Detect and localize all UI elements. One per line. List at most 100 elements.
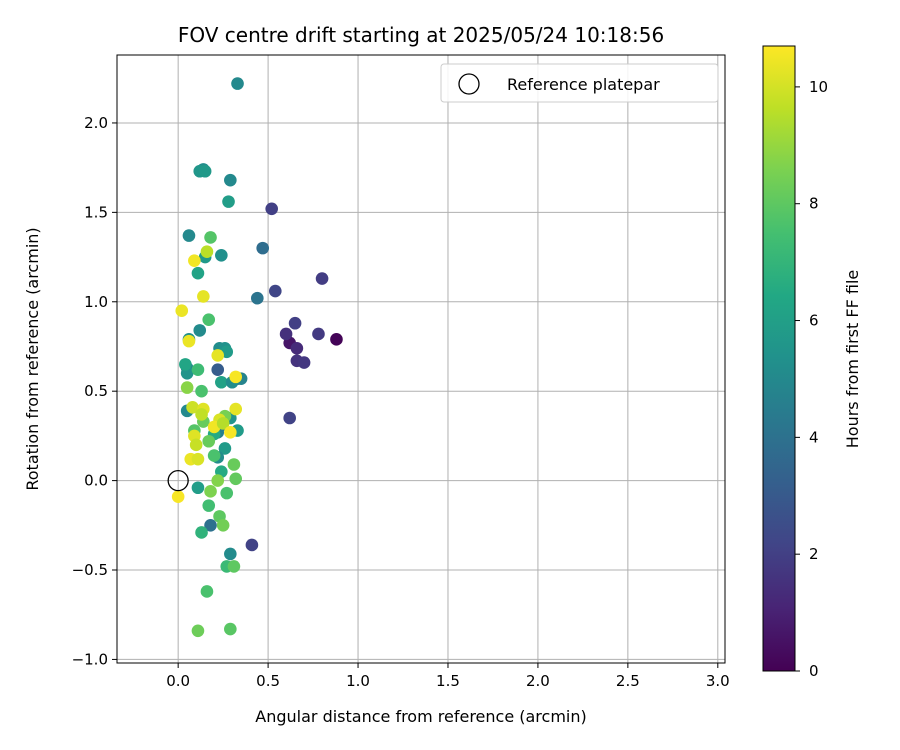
data-point <box>191 363 205 377</box>
data-point <box>182 334 196 348</box>
data-point <box>315 272 329 285</box>
data-point <box>229 472 243 486</box>
data-point <box>229 370 243 384</box>
data-point <box>224 173 237 187</box>
data-point <box>224 547 237 561</box>
legend-entry-reference-platepar: Reference platepar <box>507 75 660 94</box>
data-point <box>191 452 205 466</box>
data-point <box>290 341 304 355</box>
x-axis-ticks: 0.0 0.5 1.0 1.5 2.0 2.5 3.0 <box>166 663 730 690</box>
data-point <box>245 538 259 552</box>
colorbar-ticks: 0 2 4 6 8 10 <box>795 78 828 680</box>
data-point <box>216 417 230 430</box>
x-tick-label: 0.5 <box>256 672 280 690</box>
data-point <box>200 585 214 598</box>
data-point <box>204 231 217 244</box>
data-point <box>175 304 189 318</box>
y-tick-label: −1.0 <box>72 650 108 668</box>
data-point <box>211 363 225 377</box>
data-point <box>265 202 278 216</box>
data-point <box>202 499 216 512</box>
chart-title: FOV centre drift starting at 2025/05/24 … <box>178 23 664 47</box>
data-point <box>227 458 241 471</box>
data-point <box>215 248 228 262</box>
data-point <box>279 327 293 341</box>
data-point <box>256 241 270 255</box>
x-tick-label: 3.0 <box>706 672 730 690</box>
data-point <box>251 291 264 305</box>
data-point <box>312 327 325 341</box>
y-tick-label: 0.0 <box>84 472 108 490</box>
data-point <box>224 622 237 636</box>
data-point <box>288 316 302 330</box>
x-tick-label: 1.5 <box>436 672 460 690</box>
data-point <box>231 77 244 90</box>
colorbar-gradient <box>762 45 796 672</box>
grid-lines <box>117 55 725 663</box>
data-point <box>215 375 228 389</box>
data-point <box>224 426 237 439</box>
colorbar-tick-label: 0 <box>809 662 819 680</box>
x-tick-label: 0.0 <box>166 672 190 690</box>
y-tick-label: 2.0 <box>84 114 108 132</box>
colorbar-tick-label: 6 <box>809 312 819 330</box>
x-tick-label: 2.5 <box>616 672 640 690</box>
colorbar-label: Hours from first FF file <box>843 270 862 449</box>
data-point <box>227 560 241 573</box>
data-point <box>171 490 185 503</box>
data-point <box>182 229 196 242</box>
colorbar-tick-label: 8 <box>809 195 819 213</box>
data-point <box>202 434 216 448</box>
y-axis-ticks: −1.0 −0.5 0.0 0.5 1.0 1.5 2.0 <box>72 114 117 668</box>
plot-frame <box>116 54 726 664</box>
data-point <box>195 526 208 539</box>
data-point <box>198 164 212 178</box>
data-point <box>330 333 343 346</box>
data-point <box>229 402 243 416</box>
y-axis-label: Rotation from reference (arcmin) <box>23 227 42 490</box>
colorbar-tick-label: 4 <box>809 428 819 446</box>
y-tick-label: 0.5 <box>84 382 108 400</box>
data-point <box>202 313 216 326</box>
data-point <box>297 356 311 369</box>
legend: Reference platepar <box>440 63 719 103</box>
data-point <box>191 624 205 638</box>
data-point <box>207 449 221 462</box>
reference-platepar-marker <box>167 469 189 492</box>
data-point <box>211 349 225 362</box>
y-tick-label: 1.5 <box>84 203 108 221</box>
data-point <box>180 381 194 394</box>
y-tick-label: −0.5 <box>72 561 108 579</box>
data-point <box>200 245 214 259</box>
data-point <box>211 474 225 487</box>
data-point <box>189 438 203 452</box>
data-point <box>216 519 230 532</box>
data-point <box>193 324 207 337</box>
data-point <box>191 266 205 280</box>
data-point <box>283 411 296 425</box>
data-point <box>186 400 199 414</box>
x-tick-label: 1.0 <box>346 672 370 690</box>
y-tick-label: 1.0 <box>84 293 108 311</box>
data-point <box>191 481 205 495</box>
colorbar-tick-label: 2 <box>809 545 819 563</box>
data-point <box>195 384 208 398</box>
legend-box <box>440 63 719 103</box>
data-points <box>171 77 343 638</box>
x-tick-label: 2.0 <box>526 672 550 690</box>
data-point <box>220 486 234 500</box>
data-point <box>218 442 232 455</box>
data-point <box>204 485 217 498</box>
reference-layer <box>167 469 189 492</box>
x-axis-label: Angular distance from reference (arcmin) <box>255 707 586 726</box>
data-point <box>222 195 235 208</box>
data-point <box>204 519 217 532</box>
colorbar-tick-label: 10 <box>809 78 828 96</box>
data-point <box>197 290 210 303</box>
data-point <box>195 408 208 421</box>
data-point <box>268 284 282 298</box>
data-point <box>188 254 201 267</box>
data-point <box>179 358 192 371</box>
legend-marker <box>458 73 480 95</box>
